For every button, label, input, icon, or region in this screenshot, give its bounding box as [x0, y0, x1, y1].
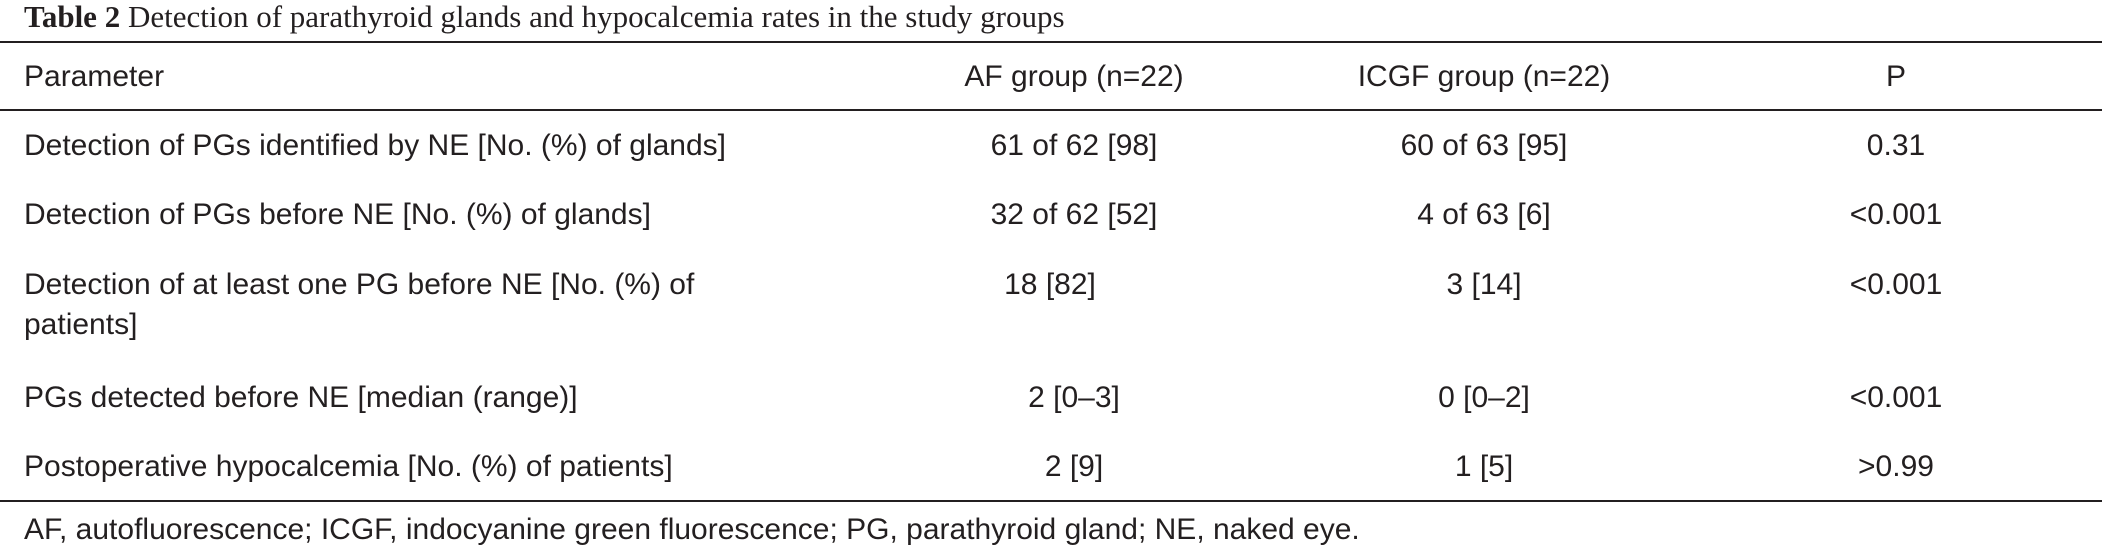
table-label: Table 2 — [24, 0, 121, 34]
table-title: Detection of parathyroid glands and hypo… — [127, 0, 1065, 34]
table-row-3-parameter: Detection of at least one PG before NE [… — [24, 268, 695, 341]
header-parameter: Parameter — [24, 60, 165, 93]
table-row-1-af: 61 of 62 [98] — [990, 129, 1158, 162]
header-af-group: AF group (n=22) — [964, 60, 1184, 93]
table-row-3-af: 18 [82] — [1004, 268, 1096, 301]
top-rule — [0, 41, 2102, 43]
table-row-1-parameter: Detection of PGs identified by NE [No. (… — [24, 129, 726, 162]
table-row-3-p: <0.001 — [1849, 268, 1943, 301]
table-row-2-icgf: 4 of 63 [6] — [1417, 198, 1551, 231]
table-row-5-p: >0.99 — [1858, 450, 1934, 483]
table-caption: Table 2 Detection of parathyroid glands … — [24, 0, 1065, 34]
table-row-4-af: 2 [0–3] — [1028, 381, 1120, 414]
header-icgf-group: ICGF group (n=22) — [1357, 60, 1611, 93]
table-row-2-p: <0.001 — [1849, 198, 1943, 231]
table-row-4-parameter: PGs detected before NE [median (range)] — [24, 381, 578, 414]
table-row-5-parameter: Postoperative hypocalcemia [No. (%) of p… — [24, 450, 673, 483]
table-row-2-af: 32 of 62 [52] — [990, 198, 1158, 231]
bottom-rule — [0, 500, 2102, 502]
header-rule — [0, 109, 2102, 111]
table-row-2-parameter: Detection of PGs before NE [No. (%) of g… — [24, 198, 651, 231]
table-row-5-af: 2 [9] — [1044, 450, 1104, 483]
table-row-3-icgf: 3 [14] — [1446, 268, 1522, 301]
header-p-value: P — [1885, 60, 1906, 93]
table-row-4-p: <0.001 — [1849, 381, 1943, 414]
table-footnote: AF, autofluorescence; ICGF, indocyanine … — [24, 513, 1360, 546]
table-row-1-icgf: 60 of 63 [95] — [1400, 129, 1568, 162]
table-row-4-icgf: 0 [0–2] — [1438, 381, 1530, 414]
table-row-1-p: 0.31 — [1866, 129, 1926, 162]
table-row-5-icgf: 1 [5] — [1454, 450, 1514, 483]
